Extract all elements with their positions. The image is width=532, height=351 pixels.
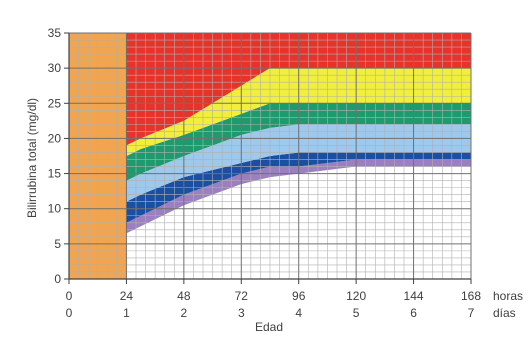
y-tick-label: 35 xyxy=(48,26,62,40)
y-tick-label: 10 xyxy=(48,202,62,216)
band-0 xyxy=(126,159,471,234)
y-tick-label: 15 xyxy=(48,167,62,181)
x-tick-label-days: 2 xyxy=(181,306,188,320)
x-tick-label-hours: 0 xyxy=(66,289,73,303)
x-tick-label-days: 7 xyxy=(468,306,475,320)
x-unit-hours-label: horas xyxy=(493,289,523,303)
x-tick-label-days: 4 xyxy=(295,306,302,320)
x-tick-label-days: 0 xyxy=(66,306,73,320)
x-tick-label-days: 1 xyxy=(123,306,130,320)
y-tick-label: 30 xyxy=(48,61,62,75)
y-tick-label: 0 xyxy=(54,272,61,286)
x-tick-label-hours: 24 xyxy=(120,289,134,303)
x-tick-label-hours: 72 xyxy=(235,289,249,303)
x-tick-label-hours: 120 xyxy=(346,289,366,303)
x-tick-label-days: 3 xyxy=(238,306,245,320)
x-tick-label-hours: 96 xyxy=(292,289,306,303)
x-unit-days-label: días xyxy=(493,306,516,320)
tick-labels: 0 24 48 72 96 120 144 168 0 1 2 3 4 5 6 7 0 5 10 15 20 25 30 35 xyxy=(48,26,482,320)
x-tick-label-days: 5 xyxy=(353,306,360,320)
chart-grid xyxy=(68,32,472,280)
x-tick-label-hours: 144 xyxy=(404,289,424,303)
y-tick-label: 5 xyxy=(54,237,61,251)
y-tick-label: 25 xyxy=(48,96,62,110)
y-tick-label: 20 xyxy=(48,131,62,145)
x-tick-label-days: 6 xyxy=(410,306,417,320)
chart-axes xyxy=(64,32,472,284)
x-axis-label: Edad xyxy=(255,320,283,334)
x-tick-label-hours: 48 xyxy=(177,289,191,303)
y-axis-label: Bilirrubina total (mg/dl) xyxy=(25,98,39,218)
x-tick-label-hours: 168 xyxy=(461,289,481,303)
